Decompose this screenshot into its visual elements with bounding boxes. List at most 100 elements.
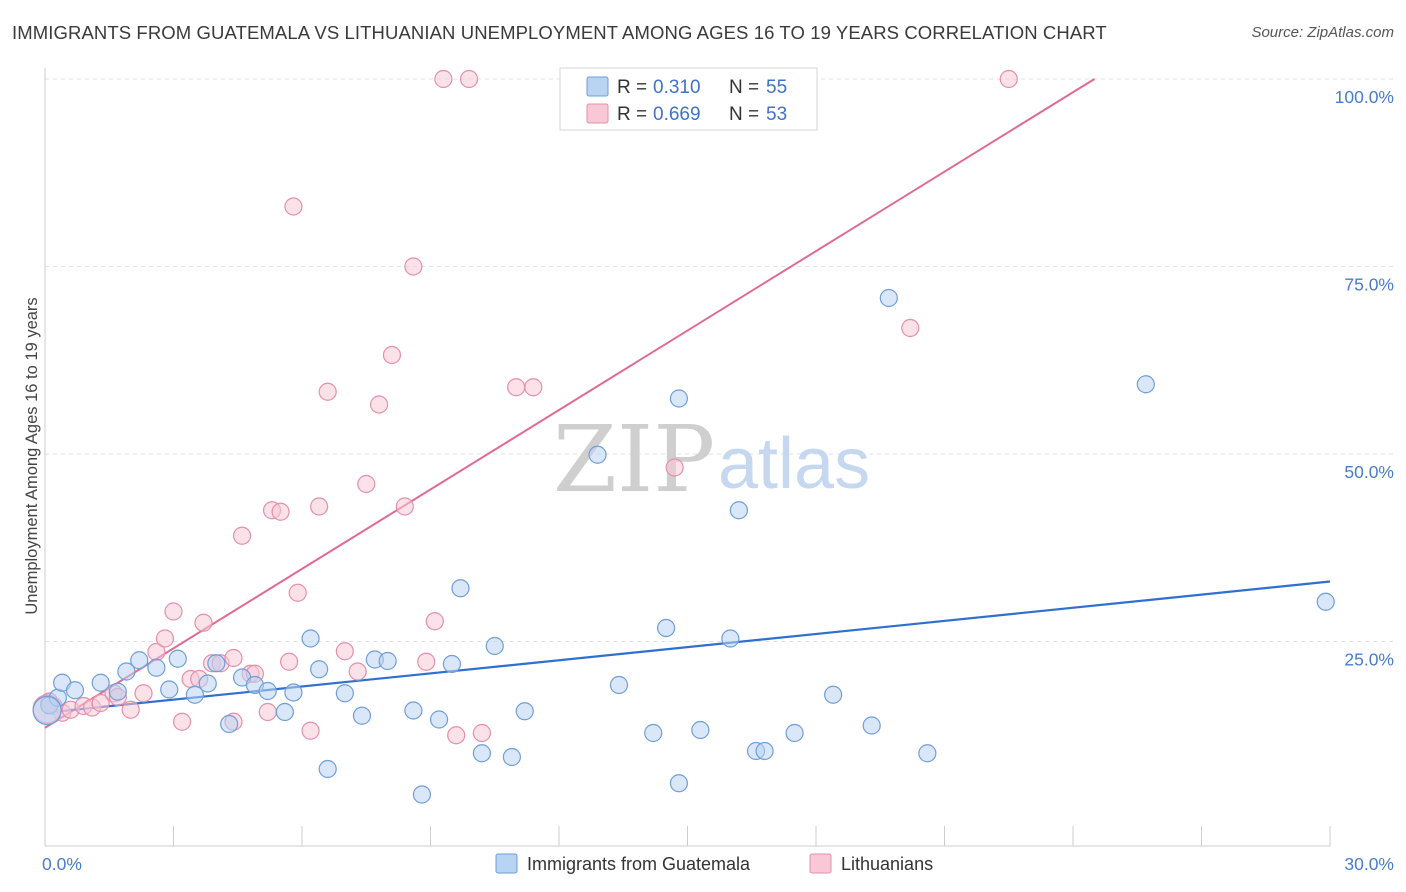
- guatemala-point: [656, 618, 676, 638]
- lithuanians-point: [417, 652, 436, 671]
- guatemala-points: [32, 288, 1335, 804]
- lithuanians-point: [301, 721, 320, 740]
- lithuanians-point: [665, 458, 684, 477]
- lithuanians-point: [901, 318, 920, 338]
- lithuanians-trend-line: [44, 78, 1095, 729]
- guatemala-point: [669, 389, 689, 408]
- guatemala-point: [352, 706, 372, 725]
- guatemala-point: [258, 681, 277, 701]
- lithuanians-point: [434, 69, 453, 89]
- guatemala-point: [755, 741, 774, 761]
- guatemala-point: [117, 662, 136, 681]
- guatemala-point: [502, 747, 521, 767]
- guatemala-point: [301, 629, 320, 648]
- legend-r-value: 0.669: [653, 104, 701, 125]
- lithuanians-point: [318, 382, 337, 401]
- y-tick-labels: 25.0% 50.0% 75.0% 100.0%: [1335, 87, 1394, 670]
- guatemala-point: [785, 723, 804, 743]
- guatemala-point: [207, 654, 226, 673]
- bottom-legend-label-guatemala: Immigrants from Guatemala: [527, 854, 751, 874]
- lithuanians-point: [271, 502, 290, 521]
- guatemala-point: [335, 684, 354, 703]
- guatemala-point: [644, 723, 663, 743]
- x-tick-label: 30.0%: [1344, 854, 1394, 874]
- lithuanians-point: [172, 712, 192, 731]
- lithuanians-point: [258, 702, 277, 722]
- guatemala-point: [451, 579, 470, 598]
- legend-r-value: 0.310: [653, 77, 701, 98]
- lithuanians-point: [348, 662, 367, 681]
- guatemala-point: [275, 702, 294, 722]
- guatemala-point: [404, 701, 423, 720]
- lithuanians-point: [370, 395, 389, 414]
- legend-swatch-guatemala: [586, 76, 609, 97]
- legend-r-label: R =: [617, 104, 647, 125]
- lithuanians-point: [404, 257, 423, 276]
- guatemala-point: [160, 680, 179, 699]
- lithuanians-point: [999, 69, 1018, 89]
- guatemala-point: [185, 685, 205, 704]
- bottom-legend: Immigrants from Guatemala Lithuanians: [495, 853, 933, 874]
- y-tick-label: 25.0%: [1344, 650, 1394, 670]
- lithuanians-point: [382, 345, 402, 365]
- lithuanians-point: [121, 700, 140, 719]
- lithuanians-point: [310, 497, 329, 516]
- lithuanians-point: [224, 648, 243, 668]
- lithuanians-point: [447, 726, 466, 745]
- legend-n-label: N =: [729, 104, 759, 125]
- y-axis-label: Unemployment Among Ages 16 to 19 years: [23, 297, 41, 614]
- legend: R = 0.310 N = 55 R = 0.669 N = 53: [559, 67, 818, 131]
- lithuanians-point: [395, 497, 414, 516]
- guatemala-point: [609, 675, 629, 695]
- lithuanians-point: [134, 684, 153, 703]
- lithuanians-point: [194, 613, 213, 632]
- lithuanians-point: [91, 693, 110, 713]
- guatemala-point: [32, 695, 62, 726]
- lithuanians-point: [155, 629, 175, 648]
- watermark-atlas: atlas: [718, 424, 870, 504]
- watermark-zip: ZIP: [553, 406, 715, 513]
- guatemala-point: [588, 445, 607, 464]
- guatemala-point: [729, 501, 749, 520]
- lithuanians-point: [288, 583, 307, 602]
- y-tick-label: 100.0%: [1335, 87, 1394, 107]
- bottom-legend-label-lithuanians: Lithuanians: [841, 854, 933, 874]
- guatemala-point: [284, 683, 303, 702]
- guatemala-point: [1136, 375, 1155, 394]
- guatemala-point: [168, 649, 187, 668]
- y-tick-label: 50.0%: [1344, 462, 1394, 482]
- legend-r-label: R =: [617, 77, 647, 98]
- guatemala-point: [721, 629, 740, 648]
- guatemala-point: [130, 651, 149, 670]
- guatemala-point: [91, 673, 110, 692]
- guatemala-point: [147, 658, 166, 677]
- lithuanians-point: [425, 612, 444, 631]
- guatemala-point: [1316, 592, 1335, 611]
- bottom-legend-swatch-guatemala: [495, 853, 518, 874]
- guatemala-point: [918, 744, 937, 763]
- x-tick-label: 0.0%: [42, 854, 82, 874]
- chart-title: IMMIGRANTS FROM GUATEMALA VS LITHUANIAN …: [12, 22, 1107, 43]
- guatemala-point: [824, 685, 843, 704]
- lithuanians-point: [472, 723, 491, 743]
- guatemala-point: [412, 785, 432, 804]
- guatemala-point: [691, 720, 710, 740]
- guatemala-point: [442, 654, 462, 674]
- x-tick-labels: 0.0% 30.0%: [42, 854, 1394, 874]
- guatemala-trend-line: [44, 580, 1331, 714]
- lithuanians-point: [232, 526, 252, 545]
- guatemala-point: [378, 651, 397, 671]
- trend-lines: [44, 78, 1331, 729]
- source-credit: Source: ZipAtlas.com: [1251, 24, 1394, 41]
- guatemala-point: [220, 714, 239, 734]
- legend-swatch-lithuanians: [586, 103, 609, 124]
- guatemala-point: [65, 681, 85, 700]
- guatemala-point: [485, 636, 504, 656]
- guatemala-point: [879, 288, 898, 308]
- lithuanians-point: [335, 642, 354, 661]
- guatemala-point: [429, 710, 449, 729]
- bottom-legend-swatch-lithuanians: [809, 853, 832, 874]
- lithuanians-point: [507, 378, 526, 397]
- legend-n-value: 53: [766, 104, 787, 125]
